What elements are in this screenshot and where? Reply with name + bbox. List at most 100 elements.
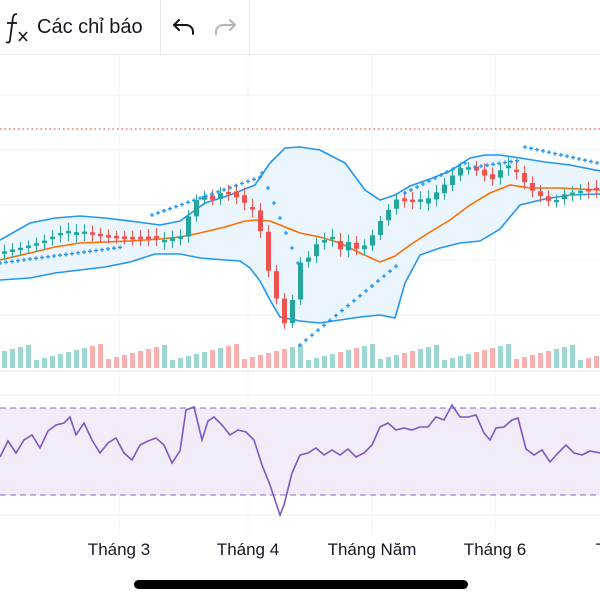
candle-body bbox=[258, 210, 263, 231]
sar-dot bbox=[523, 145, 527, 149]
candle-body bbox=[498, 170, 503, 178]
x-axis-tick: T bbox=[596, 540, 600, 560]
volume-bar bbox=[194, 354, 199, 368]
sar-dot bbox=[16, 258, 20, 263]
candle-body bbox=[386, 209, 391, 221]
candle-body bbox=[418, 199, 423, 202]
candle-body bbox=[18, 247, 23, 251]
x-axis-tick: Tháng Năm bbox=[327, 540, 417, 559]
sar-dot bbox=[112, 246, 116, 251]
volume-bar bbox=[474, 352, 479, 368]
sar-dot bbox=[485, 163, 489, 168]
volume-bar bbox=[66, 352, 71, 368]
candle-body bbox=[122, 236, 127, 239]
sar-dot bbox=[304, 338, 308, 343]
volume-bar bbox=[170, 360, 175, 368]
sar-dot bbox=[40, 255, 44, 260]
candle-body bbox=[562, 194, 567, 200]
redo-icon[interactable] bbox=[211, 14, 239, 42]
candle-body bbox=[282, 298, 287, 324]
sar-dot bbox=[451, 167, 455, 171]
volume-bar bbox=[34, 360, 39, 368]
volume-bar bbox=[538, 353, 543, 368]
volume-bar bbox=[362, 346, 367, 368]
bollinger-fill bbox=[0, 147, 600, 323]
volume-bar bbox=[490, 348, 495, 368]
candle-body bbox=[450, 175, 455, 185]
candle-body bbox=[314, 244, 319, 257]
sar-dot bbox=[210, 192, 214, 196]
volume-bar bbox=[530, 355, 535, 368]
sar-dot bbox=[515, 158, 519, 163]
rsi-line bbox=[0, 403, 600, 518]
volume-bar bbox=[122, 355, 127, 368]
indicators-button[interactable]: Các chỉ báo bbox=[0, 0, 160, 54]
sar-dot bbox=[589, 159, 593, 164]
volume-bar bbox=[18, 347, 23, 368]
candle-body bbox=[490, 174, 495, 180]
sar-dot bbox=[258, 175, 262, 180]
volume-bar bbox=[370, 344, 375, 368]
candle-body bbox=[442, 184, 447, 194]
candle-body bbox=[506, 165, 511, 169]
sar-dot bbox=[10, 259, 14, 264]
sar-dot bbox=[150, 213, 154, 217]
volume-bar bbox=[186, 356, 191, 368]
volume-bar bbox=[50, 356, 55, 368]
sar-dot bbox=[376, 279, 380, 284]
candle-body bbox=[170, 238, 175, 241]
volume-bar bbox=[346, 350, 351, 368]
chart-area[interactable] bbox=[0, 55, 600, 535]
volume-bar bbox=[522, 357, 527, 368]
sar-dot bbox=[240, 181, 244, 186]
chart-canvas[interactable] bbox=[0, 55, 600, 535]
sar-dot bbox=[70, 251, 74, 256]
sar-dot bbox=[28, 257, 32, 262]
candle-body bbox=[586, 189, 591, 192]
volume-bar bbox=[226, 346, 231, 368]
volume-bar bbox=[58, 354, 63, 368]
candle-body bbox=[202, 196, 207, 200]
candle-body bbox=[530, 183, 535, 191]
sar-dot bbox=[346, 303, 350, 308]
sar-dot bbox=[595, 160, 599, 165]
sar-dot bbox=[316, 328, 320, 333]
sar-dot bbox=[415, 185, 419, 189]
volume-bar bbox=[402, 353, 407, 368]
sar-dot bbox=[497, 161, 501, 166]
sar-dot bbox=[553, 151, 557, 156]
sar-dot bbox=[106, 246, 110, 251]
volume-bar bbox=[178, 358, 183, 368]
volume-bar bbox=[282, 349, 287, 368]
sar-dot bbox=[352, 298, 356, 303]
sar-dot bbox=[278, 216, 282, 220]
volume-bar bbox=[74, 350, 79, 368]
volume-bar bbox=[82, 348, 87, 368]
sar-dot bbox=[82, 250, 86, 255]
sar-dot bbox=[198, 196, 202, 201]
sar-dot bbox=[52, 253, 56, 258]
sar-dot bbox=[58, 253, 62, 258]
indicators-label: Các chỉ báo bbox=[37, 16, 143, 38]
sar-dot bbox=[427, 179, 431, 183]
candle-body bbox=[474, 166, 479, 171]
volume-bar bbox=[2, 351, 7, 368]
candle-body bbox=[194, 200, 199, 217]
candle-body bbox=[50, 236, 55, 240]
volume-bars bbox=[2, 344, 599, 368]
sar-dot bbox=[100, 247, 104, 252]
volume-bar bbox=[506, 344, 511, 368]
function-fx-icon bbox=[5, 13, 28, 44]
volume-bar bbox=[578, 360, 583, 368]
volume-bar bbox=[290, 347, 295, 368]
volume-bar bbox=[274, 351, 279, 368]
candle-body bbox=[218, 193, 223, 199]
volume-bar bbox=[546, 351, 551, 368]
sar-dot bbox=[272, 201, 276, 205]
candle-body bbox=[410, 199, 415, 203]
sar-dot bbox=[421, 182, 425, 186]
sar-dot bbox=[234, 183, 238, 188]
bollinger-upper-line bbox=[0, 146, 600, 241]
undo-icon[interactable] bbox=[170, 14, 198, 42]
sar-dot bbox=[252, 177, 256, 182]
